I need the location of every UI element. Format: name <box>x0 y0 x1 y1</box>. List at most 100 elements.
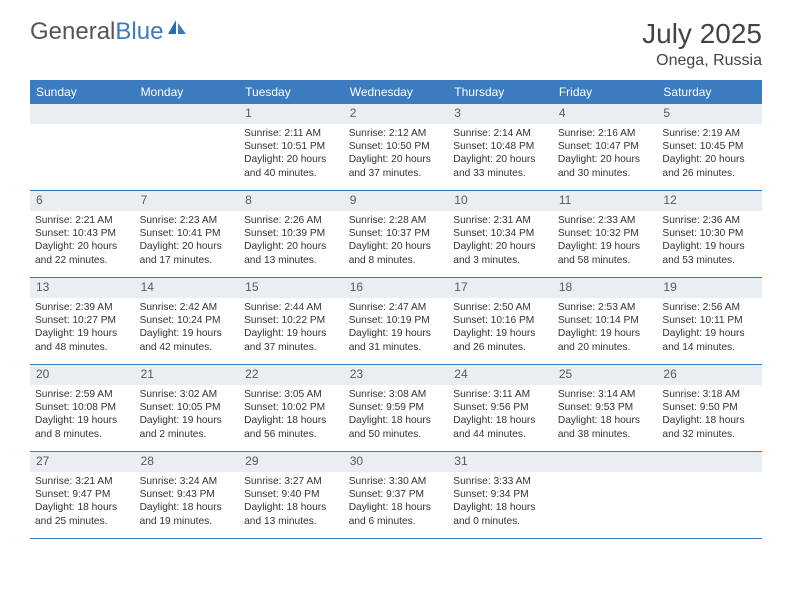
sunset-text: Sunset: 10:14 PM <box>558 314 653 327</box>
day-number: 29 <box>239 452 344 472</box>
header: GeneralBlue July 2025 Onega, Russia <box>0 0 792 74</box>
sunset-text: Sunset: 10:48 PM <box>453 140 548 153</box>
day-number: 22 <box>239 365 344 385</box>
sunset-text: Sunset: 10:51 PM <box>244 140 339 153</box>
day-body: Sunrise: 3:11 AMSunset: 9:56 PMDaylight:… <box>448 385 553 444</box>
sunset-text: Sunset: 10:16 PM <box>453 314 548 327</box>
day-number: 11 <box>553 191 658 211</box>
day-cell: 24Sunrise: 3:11 AMSunset: 9:56 PMDayligh… <box>448 365 553 451</box>
day-cell: 17Sunrise: 2:50 AMSunset: 10:16 PMDaylig… <box>448 278 553 364</box>
sunrise-text: Sunrise: 2:44 AM <box>244 301 339 314</box>
daylight-text: Daylight: 18 hours and 56 minutes. <box>244 414 339 440</box>
day-number: 27 <box>30 452 135 472</box>
daylight-text: Daylight: 19 hours and 31 minutes. <box>349 327 444 353</box>
day-body: Sunrise: 2:33 AMSunset: 10:32 PMDaylight… <box>553 211 658 270</box>
sunrise-text: Sunrise: 3:24 AM <box>140 475 235 488</box>
sunset-text: Sunset: 10:05 PM <box>140 401 235 414</box>
sunrise-text: Sunrise: 2:50 AM <box>453 301 548 314</box>
day-number: 7 <box>135 191 240 211</box>
sunset-text: Sunset: 10:41 PM <box>140 227 235 240</box>
sunset-text: Sunset: 10:47 PM <box>558 140 653 153</box>
daylight-text: Daylight: 18 hours and 0 minutes. <box>453 501 548 527</box>
daylight-text: Daylight: 20 hours and 37 minutes. <box>349 153 444 179</box>
day-body: Sunrise: 3:08 AMSunset: 9:59 PMDaylight:… <box>344 385 449 444</box>
sunset-text: Sunset: 10:50 PM <box>349 140 444 153</box>
sunrise-text: Sunrise: 2:59 AM <box>35 388 130 401</box>
daylight-text: Daylight: 18 hours and 50 minutes. <box>349 414 444 440</box>
dow-cell: Wednesday <box>344 80 449 104</box>
day-number: 16 <box>344 278 449 298</box>
day-number <box>135 104 240 124</box>
day-number: 8 <box>239 191 344 211</box>
day-body <box>30 124 135 131</box>
week-row: 1Sunrise: 2:11 AMSunset: 10:51 PMDayligh… <box>30 104 762 191</box>
sunrise-text: Sunrise: 3:08 AM <box>349 388 444 401</box>
day-body: Sunrise: 2:23 AMSunset: 10:41 PMDaylight… <box>135 211 240 270</box>
day-cell: 27Sunrise: 3:21 AMSunset: 9:47 PMDayligh… <box>30 452 135 538</box>
day-body: Sunrise: 3:14 AMSunset: 9:53 PMDaylight:… <box>553 385 658 444</box>
day-body: Sunrise: 2:50 AMSunset: 10:16 PMDaylight… <box>448 298 553 357</box>
sunrise-text: Sunrise: 2:14 AM <box>453 127 548 140</box>
day-number: 28 <box>135 452 240 472</box>
sunrise-text: Sunrise: 3:30 AM <box>349 475 444 488</box>
sunrise-text: Sunrise: 2:53 AM <box>558 301 653 314</box>
day-body: Sunrise: 2:47 AMSunset: 10:19 PMDaylight… <box>344 298 449 357</box>
sunset-text: Sunset: 9:50 PM <box>662 401 757 414</box>
sunset-text: Sunset: 10:19 PM <box>349 314 444 327</box>
day-number: 19 <box>657 278 762 298</box>
sunset-text: Sunset: 9:40 PM <box>244 488 339 501</box>
daylight-text: Daylight: 18 hours and 6 minutes. <box>349 501 444 527</box>
logo-text-1: General <box>30 18 115 46</box>
daylight-text: Daylight: 20 hours and 3 minutes. <box>453 240 548 266</box>
day-body: Sunrise: 2:59 AMSunset: 10:08 PMDaylight… <box>30 385 135 444</box>
sunset-text: Sunset: 10:37 PM <box>349 227 444 240</box>
sunrise-text: Sunrise: 2:36 AM <box>662 214 757 227</box>
day-cell: 25Sunrise: 3:14 AMSunset: 9:53 PMDayligh… <box>553 365 658 451</box>
day-number: 4 <box>553 104 658 124</box>
day-cell: 26Sunrise: 3:18 AMSunset: 9:50 PMDayligh… <box>657 365 762 451</box>
title-block: July 2025 Onega, Russia <box>642 18 762 70</box>
day-cell: 9Sunrise: 2:28 AMSunset: 10:37 PMDayligh… <box>344 191 449 277</box>
sunset-text: Sunset: 9:47 PM <box>35 488 130 501</box>
daylight-text: Daylight: 20 hours and 40 minutes. <box>244 153 339 179</box>
day-cell: 6Sunrise: 2:21 AMSunset: 10:43 PMDayligh… <box>30 191 135 277</box>
sunrise-text: Sunrise: 3:02 AM <box>140 388 235 401</box>
day-cell: 12Sunrise: 2:36 AMSunset: 10:30 PMDaylig… <box>657 191 762 277</box>
dow-cell: Tuesday <box>239 80 344 104</box>
day-cell: 31Sunrise: 3:33 AMSunset: 9:34 PMDayligh… <box>448 452 553 538</box>
day-body: Sunrise: 3:30 AMSunset: 9:37 PMDaylight:… <box>344 472 449 531</box>
daylight-text: Daylight: 18 hours and 13 minutes. <box>244 501 339 527</box>
dow-cell: Thursday <box>448 80 553 104</box>
day-body: Sunrise: 3:18 AMSunset: 9:50 PMDaylight:… <box>657 385 762 444</box>
daylight-text: Daylight: 20 hours and 13 minutes. <box>244 240 339 266</box>
day-body <box>657 472 762 479</box>
daylight-text: Daylight: 19 hours and 26 minutes. <box>453 327 548 353</box>
dow-cell: Monday <box>135 80 240 104</box>
sunset-text: Sunset: 10:22 PM <box>244 314 339 327</box>
daylight-text: Daylight: 20 hours and 8 minutes. <box>349 240 444 266</box>
day-cell: 18Sunrise: 2:53 AMSunset: 10:14 PMDaylig… <box>553 278 658 364</box>
day-number: 12 <box>657 191 762 211</box>
day-body: Sunrise: 2:36 AMSunset: 10:30 PMDaylight… <box>657 211 762 270</box>
daylight-text: Daylight: 19 hours and 2 minutes. <box>140 414 235 440</box>
day-cell: 4Sunrise: 2:16 AMSunset: 10:47 PMDayligh… <box>553 104 658 190</box>
day-cell: 14Sunrise: 2:42 AMSunset: 10:24 PMDaylig… <box>135 278 240 364</box>
day-cell: 15Sunrise: 2:44 AMSunset: 10:22 PMDaylig… <box>239 278 344 364</box>
dow-cell: Saturday <box>657 80 762 104</box>
day-body: Sunrise: 2:19 AMSunset: 10:45 PMDaylight… <box>657 124 762 183</box>
day-cell: 13Sunrise: 2:39 AMSunset: 10:27 PMDaylig… <box>30 278 135 364</box>
dow-cell: Friday <box>553 80 658 104</box>
dow-cell: Sunday <box>30 80 135 104</box>
day-number: 1 <box>239 104 344 124</box>
sunset-text: Sunset: 10:27 PM <box>35 314 130 327</box>
sunrise-text: Sunrise: 2:12 AM <box>349 127 444 140</box>
sunrise-text: Sunrise: 3:05 AM <box>244 388 339 401</box>
day-number: 2 <box>344 104 449 124</box>
daylight-text: Daylight: 19 hours and 42 minutes. <box>140 327 235 353</box>
daylight-text: Daylight: 20 hours and 30 minutes. <box>558 153 653 179</box>
sunset-text: Sunset: 10:39 PM <box>244 227 339 240</box>
day-number: 5 <box>657 104 762 124</box>
daylight-text: Daylight: 19 hours and 37 minutes. <box>244 327 339 353</box>
day-number: 10 <box>448 191 553 211</box>
day-body: Sunrise: 2:28 AMSunset: 10:37 PMDaylight… <box>344 211 449 270</box>
